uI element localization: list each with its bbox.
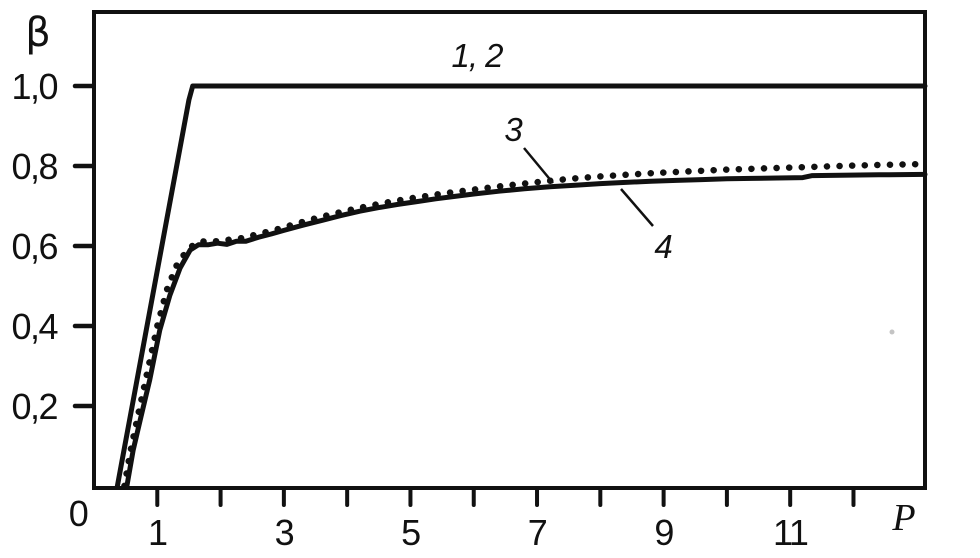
x-tick-label: 7	[528, 512, 547, 553]
annotation-leader-3	[620, 188, 654, 227]
x-tick-label: 3	[275, 512, 294, 553]
curve-annotation-2: 3	[504, 111, 523, 148]
y-tick-label: 0,4	[11, 306, 57, 347]
scan-artifact-dot	[889, 329, 895, 335]
y-tick-label: 0,8	[11, 146, 57, 187]
plot-border	[92, 10, 927, 490]
y-tick-label: 0,6	[11, 226, 57, 267]
curves-1-2	[114, 83, 928, 489]
curve-4	[124, 171, 928, 489]
x-tick-label: 9	[654, 512, 673, 553]
x-tick-label: 1	[148, 512, 167, 553]
y-tick-label: 1,0	[11, 66, 57, 107]
y-tick-label: 0,2	[11, 386, 57, 427]
x-tick-label: 11	[773, 512, 808, 553]
x-tick-label: 5	[401, 512, 420, 553]
curve-annotation-1: 1, 2	[451, 37, 503, 74]
chart-generated: 1 3 5 7 9 110,20,40,60,81,01, 234	[11, 10, 929, 553]
annotation-leader-2	[523, 147, 554, 184]
x-axis-symbol: P	[891, 497, 915, 539]
y-axis-symbol: β	[25, 10, 51, 56]
origin-label: 0	[69, 493, 88, 534]
curve-3	[121, 160, 929, 490]
curve-annotation-3: 4	[654, 228, 672, 265]
